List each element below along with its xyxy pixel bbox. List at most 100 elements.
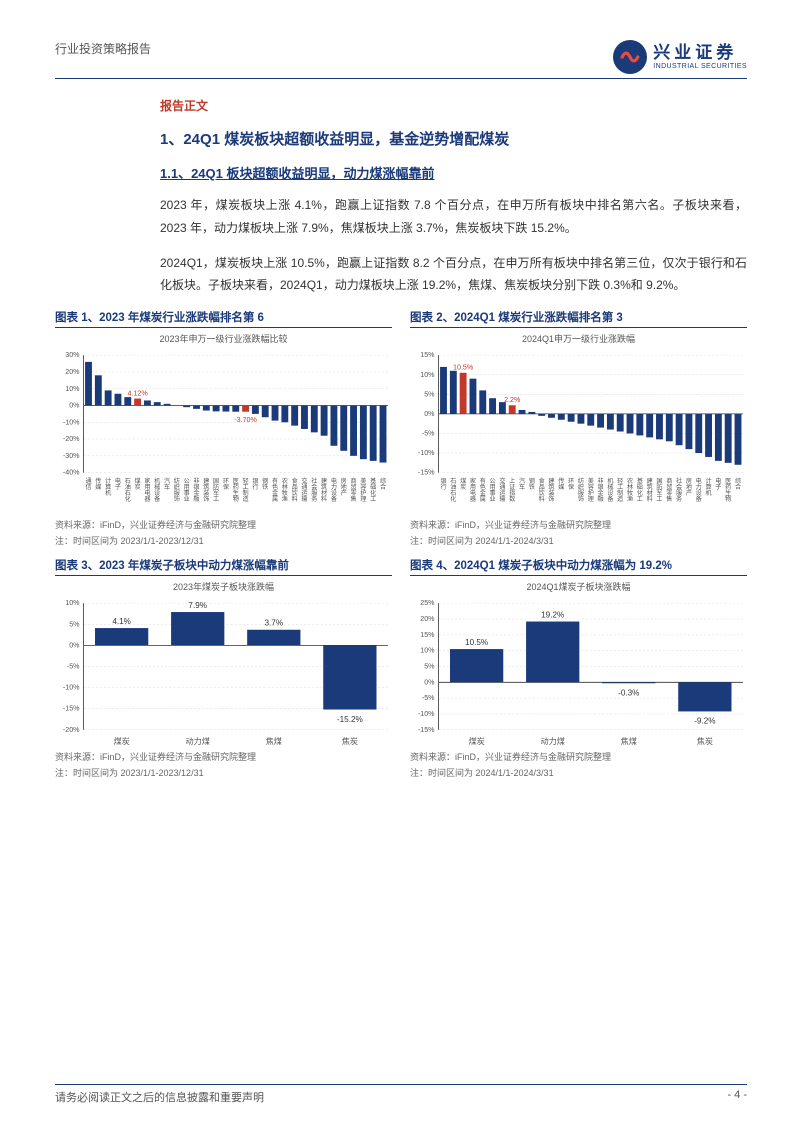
- svg-text:饰: 饰: [548, 495, 554, 503]
- svg-text:5%: 5%: [69, 620, 80, 628]
- svg-text:媒: 媒: [558, 483, 564, 491]
- svg-text:0%: 0%: [69, 641, 80, 649]
- chart-4-plot: 25%20%15%10%5%0%-5%-10%-15%10.5%19.2%-0.…: [410, 595, 747, 748]
- chart-3-subtitle: 2023年煤炭子板块涨跌幅: [55, 580, 392, 593]
- chart-4-title: 图表 4、2024Q1 煤炭子板块中动力煤涨幅为 19.2%: [410, 557, 747, 576]
- svg-text:行: 行: [440, 483, 446, 491]
- svg-text:合: 合: [735, 483, 741, 491]
- chart-2-note: 注：时间区间为 2024/1/1-2024/3/31: [410, 535, 747, 549]
- svg-text:15%: 15%: [420, 631, 435, 639]
- svg-text:业: 业: [490, 495, 496, 503]
- chart-1: 图表 1、2023 年煤炭行业涨跌幅排名第 6 2023年申万一级行业涨跌幅比较…: [55, 309, 392, 549]
- svg-text:属: 属: [272, 496, 278, 503]
- svg-text:-15%: -15%: [63, 704, 80, 712]
- chart-2-source: 资料来源：iFinD，兴业证券经济与金融研究院整理: [410, 519, 747, 533]
- svg-text:子: 子: [115, 484, 121, 491]
- svg-text:焦煤: 焦煤: [621, 736, 637, 746]
- svg-text:-10%: -10%: [63, 683, 80, 691]
- page-footer: 请务必阅读正文之后的信息披露和重要声明 - 4 -: [55, 1084, 747, 1105]
- logo-cn: 兴业证券: [653, 44, 747, 63]
- paragraph-2: 2024Q1，煤炭板块上涨 10.5%，跑赢上证指数 8.2 个百分点，在申万所…: [160, 252, 747, 298]
- svg-text:-5%: -5%: [422, 694, 435, 702]
- chart-2-plot: 15%10%5%0%-5%-10%-15%10.5%2.2%银行石油石化煤炭家用…: [410, 347, 747, 516]
- chart-2: 图表 2、2024Q1 煤炭行业涨跌幅排名第 3 2024Q1申万一级行业涨跌幅…: [410, 309, 747, 549]
- svg-text:器: 器: [144, 496, 150, 503]
- svg-text:19.2%: 19.2%: [541, 610, 564, 619]
- svg-text:0%: 0%: [424, 410, 435, 418]
- svg-text:30%: 30%: [65, 351, 80, 359]
- svg-text:5%: 5%: [424, 391, 435, 399]
- chart-1-note: 注：时间区间为 2023/1/1-2023/12/31: [55, 535, 392, 549]
- svg-text:理: 理: [588, 496, 594, 503]
- svg-text:动力煤: 动力煤: [540, 736, 564, 746]
- svg-text:20%: 20%: [65, 368, 80, 376]
- svg-text:焦煤: 焦煤: [266, 736, 282, 746]
- svg-text:媒: 媒: [95, 483, 101, 491]
- chart-3-note: 注：时间区间为 2023/1/1-2023/12/31: [55, 767, 392, 781]
- svg-text:-10%: -10%: [418, 449, 435, 457]
- svg-text:焦炭: 焦炭: [697, 736, 713, 746]
- chart-4-note: 注：时间区间为 2024/1/1-2024/3/31: [410, 767, 747, 781]
- svg-text:-10%: -10%: [418, 710, 435, 718]
- svg-text:2.2%: 2.2%: [504, 396, 521, 404]
- svg-text:-10%: -10%: [63, 419, 80, 427]
- svg-text:料: 料: [539, 495, 545, 503]
- svg-text:理: 理: [360, 496, 366, 503]
- header-category: 行业投资策略报告: [55, 40, 151, 57]
- svg-text:售: 售: [350, 495, 356, 503]
- svg-text:备: 备: [154, 495, 160, 503]
- svg-text:-3.70%: -3.70%: [234, 416, 257, 424]
- svg-text:输: 输: [301, 495, 307, 503]
- svg-text:渔: 渔: [627, 495, 633, 503]
- svg-text:料: 料: [321, 495, 327, 503]
- page-header: 行业投资策略报告 兴业证券 INDUSTRIAL SECURITIES: [55, 40, 747, 79]
- svg-text:料: 料: [647, 495, 653, 503]
- svg-text:-15%: -15%: [418, 726, 435, 734]
- svg-text:机: 机: [705, 489, 711, 497]
- charts-row-2: 图表 3、2023 年煤炭子板块中动力煤涨幅靠前 2023年煤炭子板块涨跌幅 1…: [55, 557, 747, 781]
- charts-row-1: 图表 1、2023 年煤炭行业涨跌幅排名第 6 2023年申万一级行业涨跌幅比较…: [55, 309, 747, 549]
- svg-text:10.5%: 10.5%: [453, 364, 474, 372]
- svg-text:数: 数: [509, 495, 515, 503]
- svg-text:-9.2%: -9.2%: [694, 716, 715, 725]
- svg-text:车: 车: [519, 483, 525, 491]
- chart-4: 图表 4、2024Q1 煤炭子板块中动力煤涨幅为 19.2% 2024Q1煤炭子…: [410, 557, 747, 781]
- svg-text:饰: 饰: [578, 495, 584, 503]
- chart-3-source: 资料来源：iFinD，兴业证券经济与金融研究院整理: [55, 751, 392, 765]
- company-logo: 兴业证券 INDUSTRIAL SECURITIES: [613, 40, 747, 74]
- chart-1-subtitle: 2023年申万一级行业涨跌幅比较: [55, 332, 392, 345]
- svg-text:0%: 0%: [424, 678, 435, 686]
- svg-text:产: 产: [686, 489, 692, 497]
- svg-text:器: 器: [470, 496, 476, 503]
- svg-text:煤炭: 煤炭: [468, 736, 484, 746]
- svg-text:合: 合: [380, 483, 386, 491]
- svg-text:车: 车: [164, 483, 170, 491]
- svg-text:0%: 0%: [69, 402, 80, 410]
- svg-text:动力煤: 动力煤: [185, 736, 209, 746]
- main-content: 1、24Q1 煤炭板块超额收益明显，基金逆势增配煤炭 1.1、24Q1 板块超额…: [160, 128, 747, 297]
- svg-text:10%: 10%: [65, 599, 80, 607]
- section-label: 报告正文: [160, 97, 747, 114]
- svg-text:饰: 饰: [203, 495, 209, 503]
- svg-text:-0.3%: -0.3%: [618, 688, 639, 697]
- svg-text:融: 融: [193, 495, 199, 503]
- svg-text:-20%: -20%: [63, 726, 80, 734]
- svg-text:炭: 炭: [460, 484, 466, 491]
- svg-text:15%: 15%: [420, 351, 435, 359]
- chart-3-plot: 10%5%0%-5%-10%-15%-20%4.1%7.9%3.7%-15.2%…: [55, 595, 392, 748]
- chart-1-plot: 30%20%10%0%-10%-20%-30%-40%4.12%-3.70%通信…: [55, 347, 392, 516]
- footer-disclaimer: 请务必阅读正文之后的信息披露和重要声明: [55, 1089, 264, 1105]
- chart-2-title: 图表 2、2024Q1 煤炭行业涨跌幅排名第 3: [410, 309, 747, 328]
- chart-4-subtitle: 2024Q1煤炭子板块涨跌幅: [410, 580, 747, 593]
- svg-text:25%: 25%: [420, 599, 435, 607]
- svg-text:备: 备: [607, 495, 613, 503]
- svg-text:10%: 10%: [65, 385, 80, 393]
- svg-text:物: 物: [725, 495, 731, 503]
- heading-2: 1.1、24Q1 板块超额收益明显，动力煤涨幅靠前: [160, 163, 747, 182]
- svg-text:工: 工: [213, 496, 219, 503]
- svg-text:化: 化: [125, 495, 131, 503]
- chart-3: 图表 3、2023 年煤炭子板块中动力煤涨幅靠前 2023年煤炭子板块涨跌幅 1…: [55, 557, 392, 781]
- svg-text:煤炭: 煤炭: [113, 736, 129, 746]
- svg-text:10%: 10%: [420, 646, 435, 654]
- svg-text:料: 料: [292, 495, 298, 503]
